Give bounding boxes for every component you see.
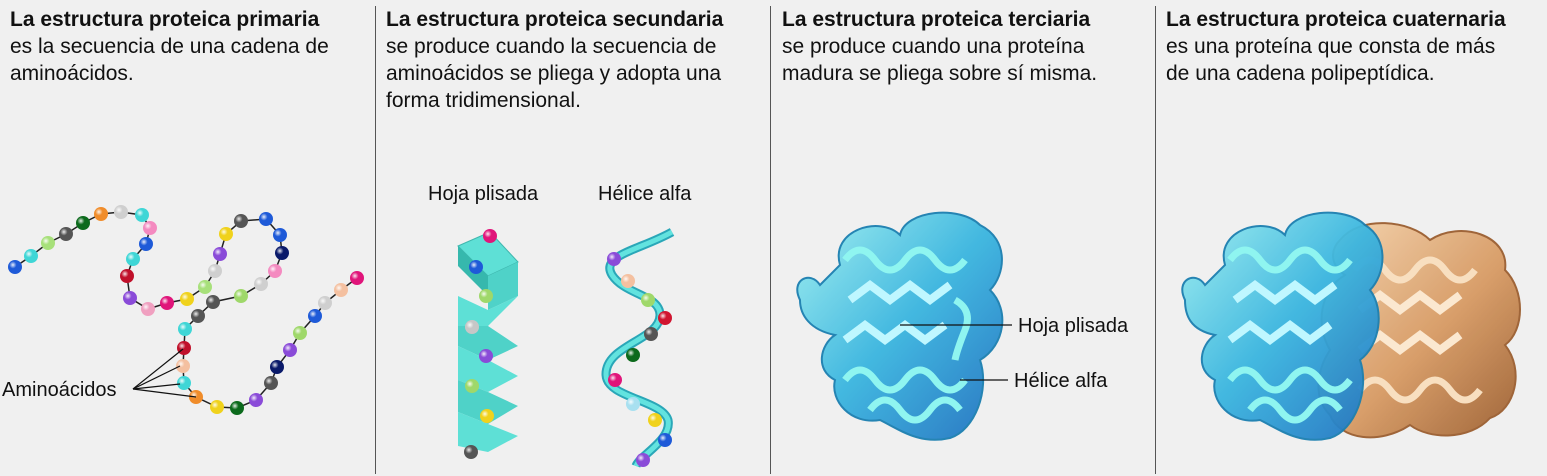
amino-acid-bead-highlight [139,237,153,251]
divider-2 [770,6,771,474]
tertiary-pleated-sheet-label: Hoja plisada [1018,315,1129,337]
amino-acid-bead-highlight [264,376,278,390]
amino-acid-bead-highlight [234,289,248,303]
amino-acid-bead-highlight [210,400,224,414]
panel-tertiary-title: La estructura proteica terciaria [782,8,1091,31]
aminoacids-label: Aminoácidos [2,379,117,401]
amino-acid-bead-highlight [114,205,128,219]
panel-quaternary-body-line-1: es una proteína que consta de más [1166,35,1496,58]
amino-acid-bead-highlight [293,326,307,340]
amino-acid-bead-highlight [176,359,190,373]
pleated-sheet-heading: Hoja plisada [428,183,539,205]
panel-quaternary: La estructura proteica cuaternaria es un… [1166,0,1546,476]
amino-acid-bead-highlight [198,280,212,294]
amino-acid-bead-highlight [254,277,268,291]
amino-acid-bead-highlight [275,246,289,260]
amino-acid-bead-highlight [234,214,248,228]
divider-1 [375,6,376,474]
amino-acid-bead-highlight [208,264,222,278]
amino-acid-bead-highlight [270,360,284,374]
amino-acid-bead-highlight [268,264,282,278]
amino-acid-bead-highlight [180,292,194,306]
panel-secondary: La estructura proteica secundaria se pro… [386,0,766,476]
amino-acid-bead-highlight [177,376,191,390]
amino-acid-bead-highlight [334,283,348,297]
amino-acid-bead-highlight [318,296,332,310]
panel-primary-body-line-1: es la secuencia de una cadena de [10,35,329,58]
panel-primary-text: La estructura proteica primaria es la se… [10,6,329,87]
amino-acid-bead-highlight [160,296,174,310]
amino-acid-bead-highlight [8,260,22,274]
panel-quaternary-title: La estructura proteica cuaternaria [1166,8,1506,31]
panel-tertiary: La estructura proteica terciaria se prod… [782,0,1152,476]
tertiary-structure-illustration: Hoja plisada Hélice alfa [796,211,1129,441]
amino-acid-bead-highlight [126,252,140,266]
amino-acid-bead-highlight [143,221,157,235]
panel-secondary-body-line-2: aminoácidos se pliega y adopta una [386,62,722,85]
amino-acid-bead-highlight [273,228,287,242]
panel-primary-title: La estructura proteica primaria [10,8,320,31]
amino-acid-bead-highlight [219,227,233,241]
amino-acid-bead-highlight [59,227,73,241]
amino-acid-bead-highlight [230,401,244,415]
amino-acid-bead-highlight [308,309,322,323]
pleated-sheet-illustration [457,229,519,459]
amino-acid-bead-highlight [283,343,297,357]
panel-secondary-body-line-1: se produce cuando la secuencia de [386,35,717,58]
panel-secondary-text: La estructura proteica secundaria se pro… [386,6,723,114]
alpha-helix-heading: Hélice alfa [598,183,692,205]
primary-amino-acid-chain [8,205,364,415]
amino-acid-bead-highlight [94,207,108,221]
panel-tertiary-text: La estructura proteica terciaria se prod… [782,6,1097,87]
panel-primary: La estructura proteica primaria es la se… [10,0,370,476]
alpha-helix-illustration [601,228,675,469]
amino-acid-bead-highlight [206,295,220,309]
amino-acid-bead-highlight [178,322,192,336]
tertiary-alpha-helix-label: Hélice alfa [1014,370,1108,392]
amino-acid-bead-highlight [350,271,364,285]
panel-secondary-title: La estructura proteica secundaria [386,8,724,31]
amino-acid-bead-highlight [120,269,134,283]
amino-acid-bead-highlight [259,212,273,226]
panel-primary-body-line-2: aminoácidos. [10,62,134,85]
amino-acid-bead-highlight [213,247,227,261]
divider-3 [1155,6,1156,474]
amino-acid-bead-highlight [41,236,55,250]
quaternary-structure-illustration [1181,211,1521,441]
amino-acid-bead-highlight [24,249,38,263]
aminoacid-callout: Aminoácidos [2,348,197,401]
amino-acid-bead-highlight [191,309,205,323]
amino-acid-bead-highlight [141,302,155,316]
panel-tertiary-body-line-1: se produce cuando una proteína [782,35,1085,58]
amino-acid-bead-highlight [177,341,191,355]
amino-acid-bead-highlight [135,208,149,222]
panel-tertiary-body-line-2: madura se pliega sobre sí misma. [782,62,1098,85]
amino-acid-bead-highlight [76,216,90,230]
amino-acid-bead-highlight [123,291,137,305]
panel-quaternary-body-line-2: de una cadena polipeptídica. [1166,62,1435,85]
panel-quaternary-text: La estructura proteica cuaternaria es un… [1166,6,1506,87]
panel-secondary-body-line-3: forma tridimensional. [386,89,581,112]
amino-acid-bead-highlight [249,393,263,407]
